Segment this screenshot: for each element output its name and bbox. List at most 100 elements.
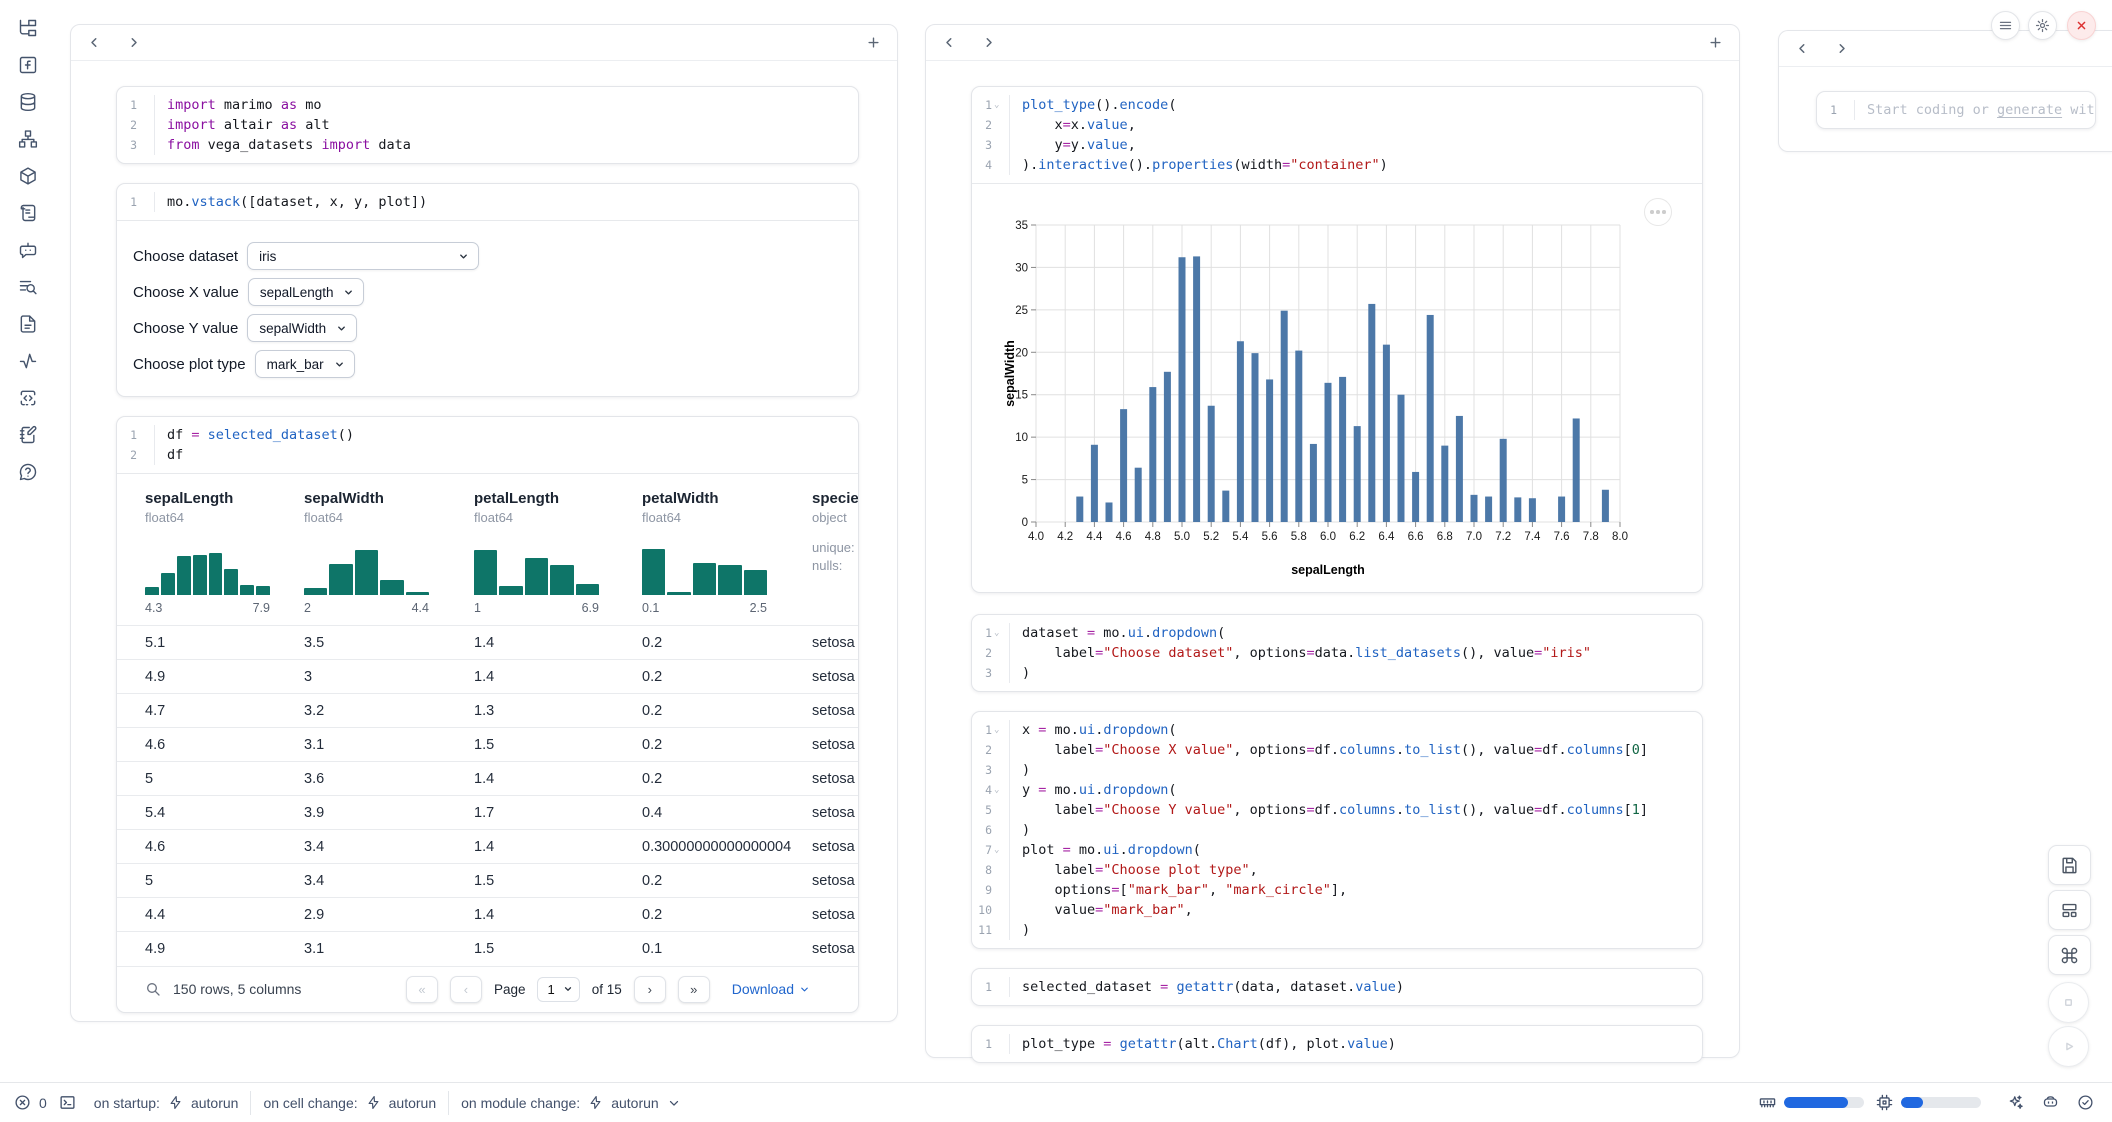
table-row[interactable]: 53.61.40.2setosa (117, 762, 858, 796)
table-row[interactable]: 53.41.50.2setosa (117, 864, 858, 898)
pagination-last-button[interactable]: » (678, 976, 710, 1003)
search-list-icon[interactable] (18, 277, 38, 297)
code-line[interactable]: 1⌄dataset = mo.ui.dropdown( (972, 623, 1702, 643)
activity-icon[interactable] (18, 351, 38, 371)
table-row[interactable]: 4.931.40.2setosa (117, 660, 858, 694)
terminal-button[interactable] (59, 1094, 76, 1111)
code-line[interactable]: 1plot_type = getattr(alt.Chart(df), plot… (972, 1034, 1702, 1054)
column-header-sepalLength[interactable]: sepalLengthfloat644.37.9 (117, 474, 304, 626)
table-row[interactable]: 4.42.91.40.2setosa (117, 898, 858, 932)
code-line[interactable]: 3) (972, 760, 1702, 780)
column-header-petalLength[interactable]: petalLengthfloat6416.9 (474, 474, 642, 626)
table-row[interactable]: 4.63.41.40.30000000000000004setosa (117, 830, 858, 864)
ai-assist-button[interactable] (2007, 1094, 2024, 1111)
code-line[interactable]: 2 x=x.value, (972, 115, 1702, 135)
code-line[interactable]: 1⌄x = mo.ui.dropdown( (972, 720, 1702, 740)
plot-type-select[interactable]: mark_bar (255, 350, 355, 378)
code-line[interactable]: 4).interactive().properties(width="conta… (972, 155, 1702, 175)
code-editor[interactable]: 1df = selected_dataset()2df (117, 417, 858, 473)
code-line[interactable]: 1⌄plot_type().encode( (972, 95, 1702, 115)
fold-toggle[interactable]: ⌄ (994, 786, 1003, 795)
code-line[interactable]: 1df = selected_dataset() (117, 425, 858, 445)
pagination-prev-button[interactable]: ‹ (450, 976, 482, 1003)
connection-status-button[interactable] (2077, 1094, 2094, 1111)
close-button[interactable] (2067, 11, 2096, 40)
code-line[interactable]: 2 label="Choose X value", options=df.col… (972, 740, 1702, 760)
bot-message-icon[interactable] (18, 240, 38, 260)
code-line[interactable]: 1import marimo as mo (117, 95, 858, 115)
code-line[interactable]: 10 value="mark_bar", (972, 900, 1702, 920)
help-bubble-icon[interactable] (18, 462, 38, 482)
code-editor[interactable]: 1⌄plot_type().encode(2 x=x.value,3 y=y.v… (972, 87, 1702, 183)
fold-toggle[interactable]: ⌄ (994, 726, 1003, 735)
settings-gear-button[interactable] (2028, 11, 2057, 40)
autorun-setting[interactable]: on startup:autorun (94, 1095, 239, 1111)
chevron-right-icon[interactable] (1834, 41, 1849, 56)
menu-button[interactable] (1991, 11, 2020, 40)
pagination-next-button[interactable]: › (634, 976, 666, 1003)
sitemap-icon[interactable] (18, 129, 38, 149)
code-line[interactable]: 3 y=y.value, (972, 135, 1702, 155)
document-icon[interactable] (18, 314, 38, 334)
fold-toggle[interactable]: ⌄ (994, 629, 1003, 638)
code-line[interactable]: 7⌄plot = mo.ui.dropdown( (972, 840, 1702, 860)
x-value-select[interactable]: sepalLength (248, 278, 365, 306)
column-header-petalWidth[interactable]: petalWidthfloat640.12.5 (642, 474, 812, 626)
code-line[interactable]: 6) (972, 820, 1702, 840)
autorun-setting[interactable]: on module change:autorun (461, 1095, 681, 1111)
code-editor[interactable]: 1mo.vstack([dataset, x, y, plot]) (117, 184, 858, 220)
fold-toggle[interactable]: ⌄ (994, 846, 1003, 855)
dataset-select[interactable]: iris (247, 242, 479, 270)
scroll-icon[interactable] (18, 203, 38, 223)
chevron-left-icon[interactable] (87, 35, 102, 50)
chart-actions-button[interactable] (1644, 198, 1672, 226)
code-line[interactable]: 11) (972, 920, 1702, 940)
chevron-left-icon[interactable] (1795, 41, 1810, 56)
code-line[interactable]: 1mo.vstack([dataset, x, y, plot]) (117, 192, 858, 212)
run-button[interactable] (2048, 1026, 2089, 1067)
code-line[interactable]: 5 label="Choose Y value", options=df.col… (972, 800, 1702, 820)
code-line[interactable]: 4⌄y = mo.ui.dropdown( (972, 780, 1702, 800)
page-select[interactable]: 1 (537, 977, 579, 1002)
errors-badge[interactable]: 0 (14, 1094, 47, 1111)
chevron-left-icon[interactable] (942, 35, 957, 50)
pagination-first-button[interactable]: « (406, 976, 438, 1003)
chevron-right-icon[interactable] (126, 35, 141, 50)
column-header-species[interactable]: speciesobjectunique:nulls: (812, 474, 858, 626)
code-editor[interactable]: 1⌄x = mo.ui.dropdown(2 label="Choose X v… (972, 712, 1702, 948)
notebook-pen-icon[interactable] (18, 425, 38, 445)
add-cell-button[interactable] (1708, 35, 1723, 50)
code-editor[interactable]: 1plot_type = getattr(alt.Chart(df), plot… (972, 1026, 1702, 1062)
code-editor[interactable]: 1Start coding or generate with (1817, 92, 2095, 128)
download-button[interactable]: Download (732, 981, 810, 997)
code-line[interactable]: 9 options=["mark_bar", "mark_circle"], (972, 880, 1702, 900)
search-icon[interactable] (145, 981, 161, 997)
table-row[interactable]: 4.73.21.30.2setosa (117, 694, 858, 728)
add-cell-button[interactable] (866, 35, 881, 50)
table-row[interactable]: 4.93.11.50.1setosa (117, 932, 858, 966)
y-value-select[interactable]: sepalWidth (247, 314, 357, 342)
file-tree-icon[interactable] (18, 18, 38, 38)
code-line[interactable]: 2df (117, 445, 858, 465)
code-snippet-icon[interactable] (18, 388, 38, 408)
package-icon[interactable] (18, 166, 38, 186)
database-icon[interactable] (18, 92, 38, 112)
code-line[interactable]: 3) (972, 663, 1702, 683)
code-editor[interactable]: 1⌄dataset = mo.ui.dropdown(2 label="Choo… (972, 615, 1702, 691)
command-palette-button[interactable] (2048, 935, 2091, 975)
autorun-setting[interactable]: on cell change:autorun (263, 1095, 436, 1111)
save-button[interactable] (2048, 845, 2091, 885)
code-line[interactable]: 2import altair as alt (117, 115, 858, 135)
chevron-right-icon[interactable] (981, 35, 996, 50)
table-row[interactable]: 5.43.91.70.4setosa (117, 796, 858, 830)
table-row[interactable]: 4.63.11.50.2setosa (117, 728, 858, 762)
generate-link[interactable]: generate (1997, 102, 2062, 118)
code-line[interactable]: 8 label="Choose plot type", (972, 860, 1702, 880)
code-line[interactable]: 3from vega_datasets import data (117, 135, 858, 155)
code-line[interactable]: 1selected_dataset = getattr(data, datase… (972, 977, 1702, 997)
column-header-sepalWidth[interactable]: sepalWidthfloat6424.4 (304, 474, 474, 626)
code-editor[interactable]: 1selected_dataset = getattr(data, datase… (972, 969, 1702, 1005)
function-square-icon[interactable] (18, 55, 38, 75)
copilot-button[interactable] (2042, 1094, 2059, 1111)
code-editor[interactable]: 1import marimo as mo2import altair as al… (117, 87, 858, 163)
